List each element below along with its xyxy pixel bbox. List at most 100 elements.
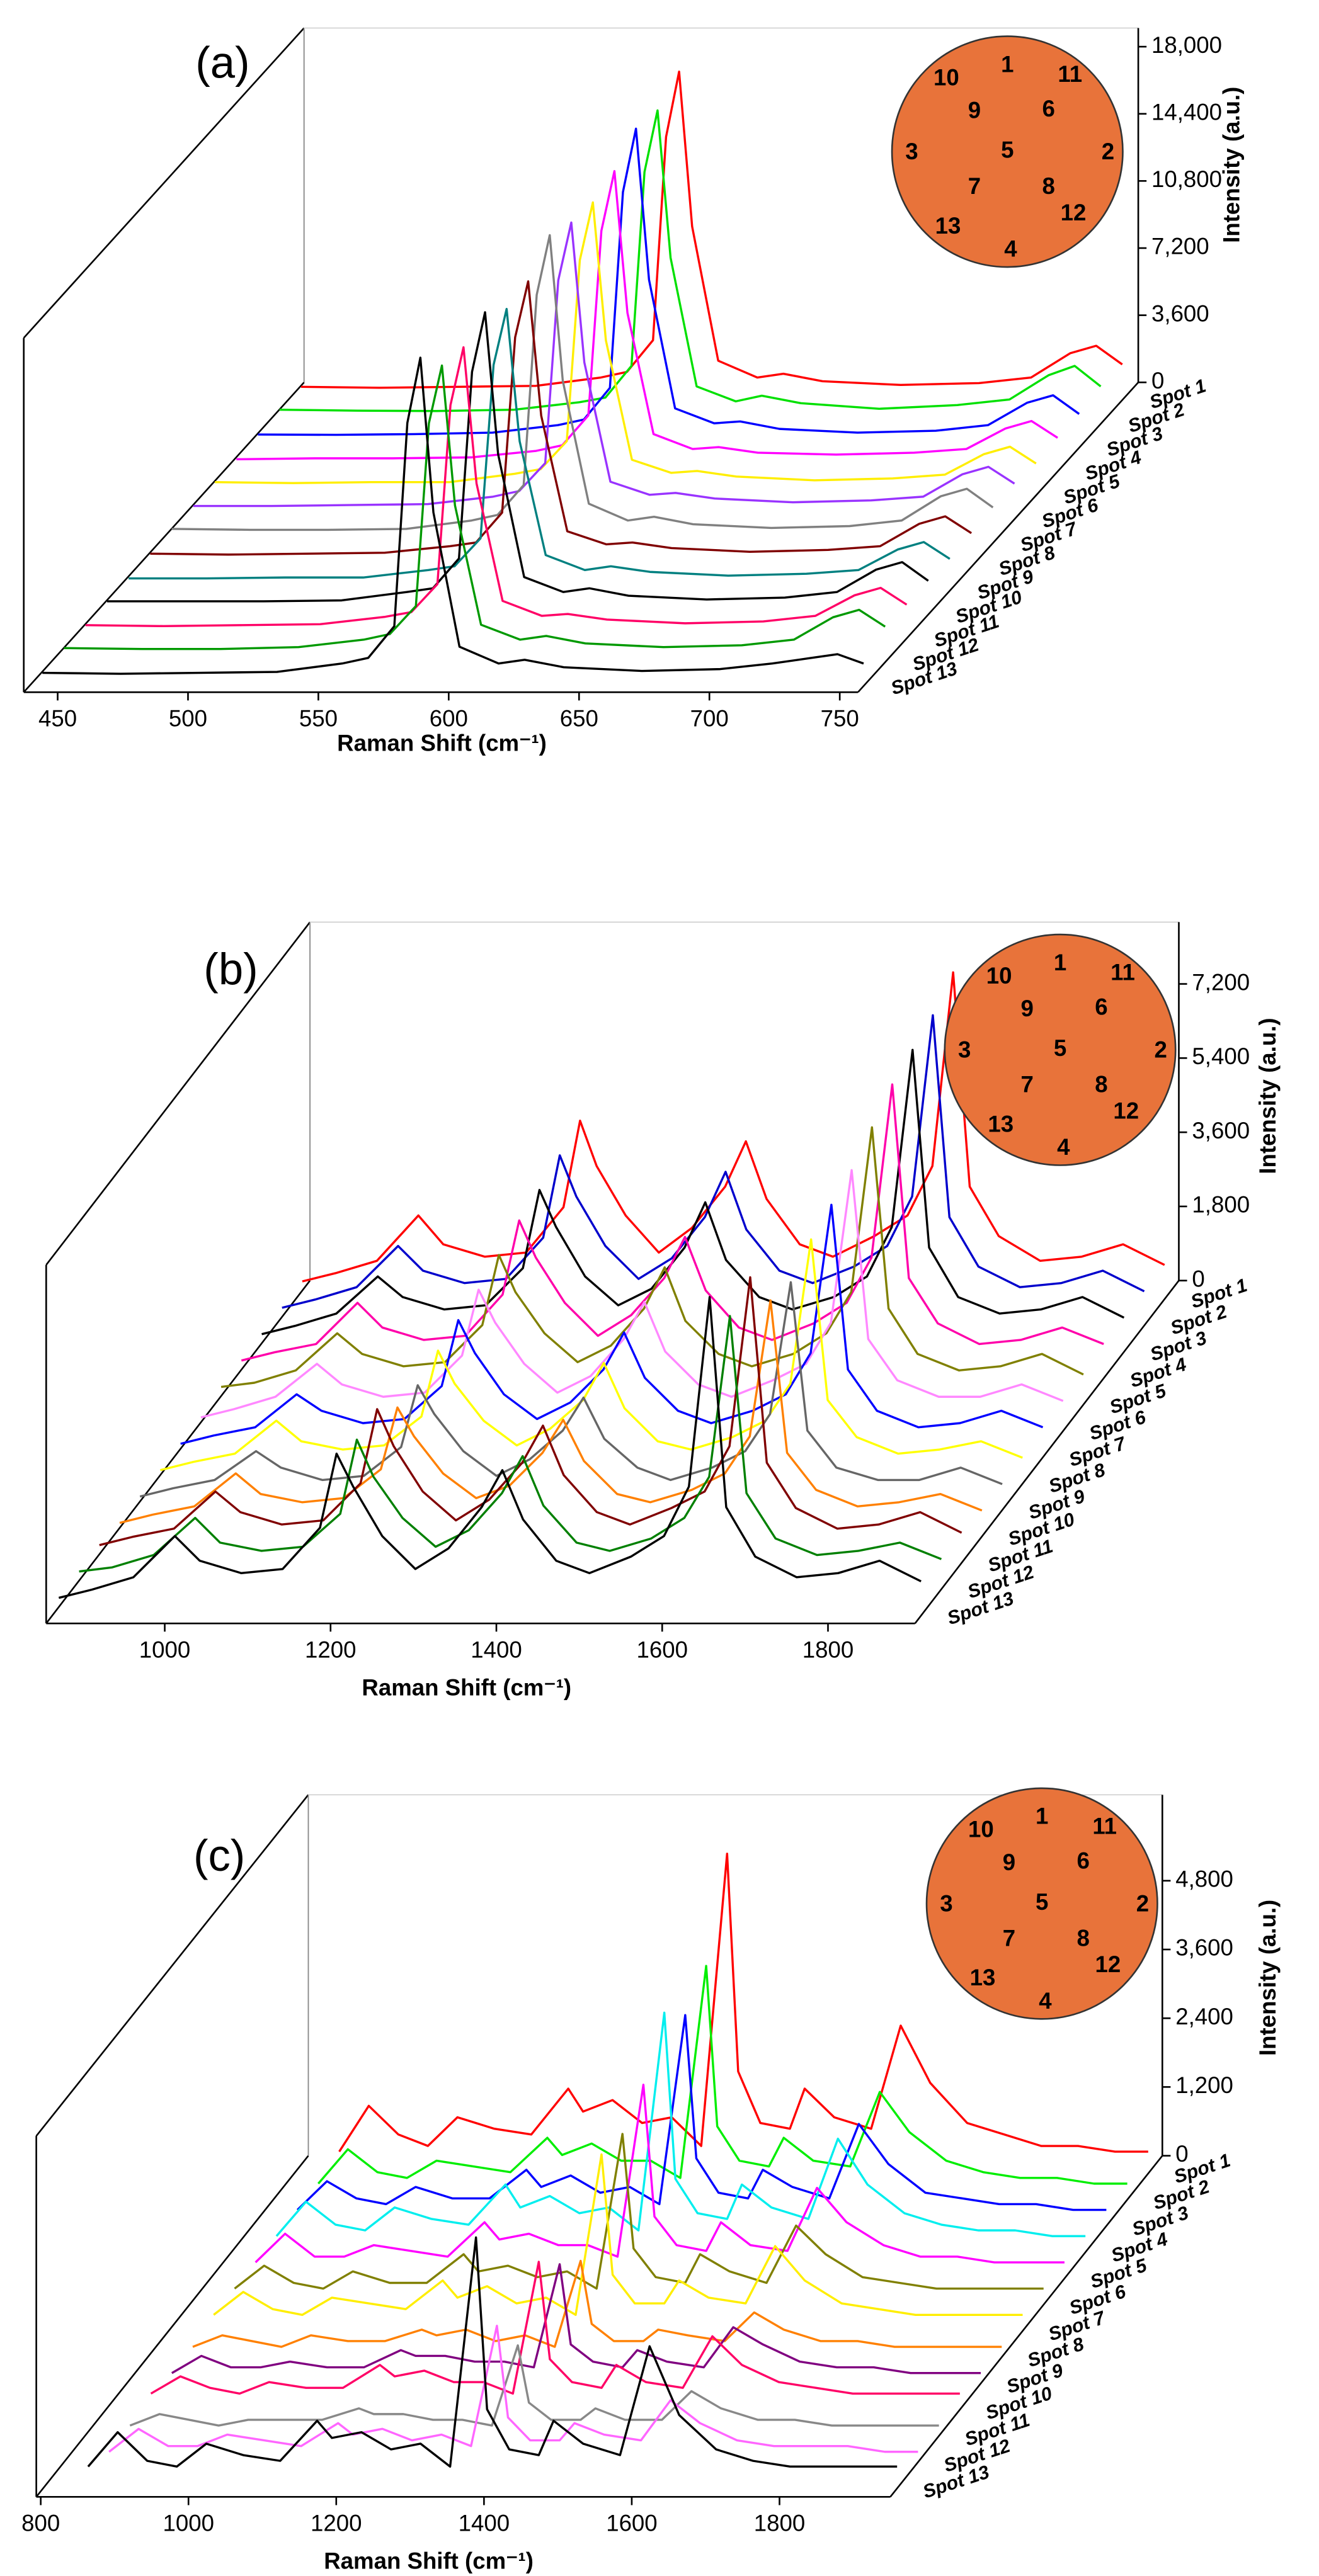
- spectrum: [87, 2236, 898, 2468]
- x-tick-label: 650: [560, 705, 598, 731]
- spectrum: [261, 1048, 1125, 1336]
- y-tick-label: 18,000: [1151, 32, 1222, 58]
- spectrum: [317, 1965, 1128, 2185]
- spectrum: [99, 1276, 962, 1546]
- inset-spot-number: 9: [968, 98, 981, 123]
- spectrum: [150, 280, 973, 556]
- y-tick-label: 0: [1175, 2141, 1188, 2167]
- panel-label: (a): [195, 37, 249, 87]
- y-tick-label: 2,400: [1175, 2004, 1233, 2029]
- spectrum: [338, 1853, 1148, 2153]
- spectrum: [302, 971, 1165, 1283]
- inset-spot-number: 10: [934, 64, 959, 90]
- inset-spot-number: 13: [988, 1111, 1014, 1137]
- x-tick-label: 600: [430, 705, 468, 731]
- inset-spot-number: 10: [986, 963, 1012, 989]
- inset-spot-number: 7: [1020, 1072, 1033, 1098]
- spectrum: [258, 127, 1080, 436]
- spectrum: [129, 2344, 939, 2427]
- y-axis-title: Intensity (a.u.): [1255, 1018, 1281, 1174]
- inset-spot-number: 5: [1054, 1035, 1066, 1061]
- inset-spot-number: 2: [1102, 139, 1114, 164]
- inset-spot-number: 12: [1113, 1098, 1139, 1123]
- inset-spot-number: 13: [935, 213, 961, 239]
- inset-spot-number: 11: [1111, 960, 1135, 985]
- box-edge: [23, 382, 305, 693]
- spectrum: [193, 221, 1015, 508]
- y-tick-label: 3,600: [1175, 1935, 1233, 1961]
- box-edge: [35, 1794, 309, 2136]
- inset-spot-number: 1: [1054, 950, 1066, 975]
- x-tick-label: 1000: [163, 2511, 214, 2536]
- inset-spot-number: 12: [1061, 200, 1087, 225]
- inset-spot-number: 6: [1095, 994, 1107, 1020]
- inset-spot-number: 1: [1001, 51, 1014, 77]
- y-axis-title: Intensity (a.u.): [1219, 87, 1245, 243]
- y-tick-label: 3,600: [1151, 300, 1209, 326]
- spectrum: [42, 356, 864, 675]
- x-tick-label: 1400: [471, 1637, 522, 1662]
- inset-spot-number: 10: [968, 1817, 994, 1842]
- spectrum: [180, 1203, 1044, 1445]
- inset-spot-number: 1: [1036, 1803, 1048, 1829]
- spectrum: [58, 1296, 922, 1599]
- spectrum: [220, 1126, 1084, 1388]
- box-edge: [35, 2155, 309, 2498]
- inset-spot-number: 2: [1136, 1890, 1149, 1916]
- panel-label: (b): [203, 944, 258, 994]
- box-edge: [914, 1279, 1180, 1624]
- x-tick-label: 550: [299, 705, 338, 731]
- y-tick-label: 14,400: [1151, 99, 1222, 125]
- x-tick-label: 800: [21, 2511, 60, 2536]
- y-axis-title: Intensity (a.u.): [1255, 1900, 1281, 2056]
- inset-spot-number: 3: [940, 1890, 952, 1916]
- sample-inset: [944, 933, 1177, 1166]
- y-tick-label: 10,800: [1151, 166, 1222, 192]
- spectrum: [171, 2263, 981, 2375]
- x-tick-label: 1600: [606, 2511, 657, 2536]
- y-tick-label: 0: [1151, 368, 1164, 394]
- inset-spot-number: 9: [1020, 996, 1033, 1021]
- inset-spot-number: 13: [970, 1965, 996, 1990]
- spectrum: [296, 2014, 1107, 2211]
- y-tick-label: 7,200: [1151, 234, 1209, 259]
- x-tick-label: 500: [169, 705, 207, 731]
- inset-spot-number: 4: [1039, 1988, 1052, 2014]
- y-tick-label: 0: [1192, 1266, 1204, 1291]
- x-tick-label: 450: [38, 705, 77, 731]
- y-tick-label: 7,200: [1192, 969, 1250, 995]
- inset-spot-number: 11: [1092, 1813, 1117, 1839]
- x-tick-label: 1600: [637, 1637, 688, 1662]
- inset-spot-number: 3: [905, 139, 918, 164]
- inset-spot-number: 12: [1095, 1951, 1121, 1977]
- spectrum: [215, 201, 1037, 484]
- x-axis-title: Raman Shift (cm⁻¹): [362, 1675, 571, 1701]
- spectrum: [108, 2324, 918, 2453]
- inset-spot-number: 8: [1076, 1925, 1089, 1951]
- inset-spot-number: 7: [968, 173, 981, 199]
- inset-spot-number: 11: [1058, 61, 1082, 87]
- inset-spot-number: 4: [1004, 236, 1017, 262]
- box-edge: [889, 2155, 1163, 2498]
- spectrum: [139, 1281, 1003, 1498]
- inset-spot-number: 2: [1155, 1037, 1167, 1063]
- x-tick-label: 1800: [802, 1637, 854, 1662]
- spectrum: [171, 234, 994, 531]
- spectrum: [236, 170, 1058, 461]
- x-tick-label: 1800: [754, 2511, 805, 2536]
- box-edge: [857, 382, 1139, 693]
- spectrum: [234, 2133, 1044, 2290]
- spectrum: [213, 2153, 1023, 2316]
- spectrum: [200, 1169, 1064, 1419]
- box-edge: [45, 1279, 311, 1624]
- x-axis-title: Raman Shift (cm⁻¹): [337, 730, 547, 756]
- box-edge: [23, 27, 305, 339]
- box-edge: [45, 921, 311, 1266]
- x-tick-label: 1000: [139, 1637, 190, 1662]
- spectrum: [275, 2011, 1086, 2237]
- spectrum: [300, 71, 1123, 389]
- spectrum: [241, 1083, 1104, 1362]
- spectrum: [119, 1299, 983, 1524]
